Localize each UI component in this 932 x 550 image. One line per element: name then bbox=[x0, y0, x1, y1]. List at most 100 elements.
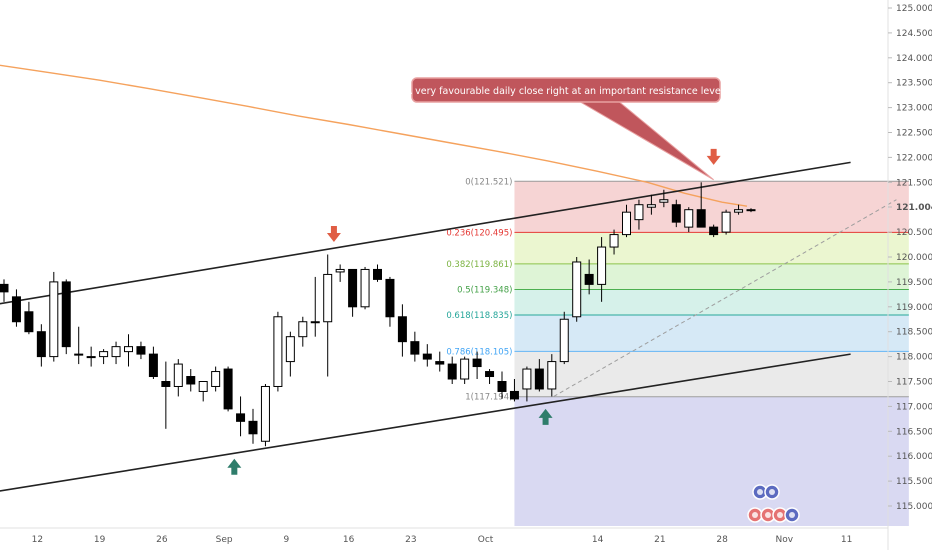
x-tick-label: 21 bbox=[654, 535, 665, 545]
candle-body bbox=[260, 385, 270, 442]
candle-body bbox=[447, 363, 457, 380]
y-tick-label: 120.000 bbox=[896, 253, 932, 263]
candle-body bbox=[559, 318, 569, 363]
candle-body bbox=[522, 368, 532, 390]
candle-body bbox=[74, 353, 84, 356]
candle-body bbox=[136, 346, 146, 355]
economic-event-icon[interactable] bbox=[764, 484, 780, 500]
x-tick-label: 19 bbox=[94, 535, 106, 545]
candle-body bbox=[335, 268, 345, 273]
badge-dot bbox=[757, 489, 763, 495]
annotation-callout: A very favourable daily close right at a… bbox=[406, 77, 727, 181]
y-tick-label: 120.500 bbox=[896, 228, 932, 238]
y-tick-label: 119.000 bbox=[896, 303, 932, 313]
fib-level-label: 0.786(118.105) bbox=[446, 347, 512, 357]
fibonacci-retracement: 0(121.521) 0.236(120.495) 0.382(119.861) 0.… bbox=[446, 177, 909, 526]
fib-zone bbox=[514, 181, 909, 233]
y-tick-label: 121.500 bbox=[896, 178, 932, 188]
callout-box bbox=[411, 77, 721, 103]
candle-body bbox=[609, 234, 619, 248]
x-tick-label: 14 bbox=[592, 535, 604, 545]
candle-body bbox=[684, 209, 694, 228]
y-tick-label: 125.000 bbox=[896, 4, 932, 14]
economic-event-icon[interactable] bbox=[772, 507, 788, 523]
y-tick-label: 119.500 bbox=[896, 278, 932, 288]
candle-body bbox=[298, 321, 308, 338]
y-tick-label: 123.000 bbox=[896, 104, 932, 114]
candle-body bbox=[273, 316, 283, 387]
candle-body bbox=[422, 353, 432, 360]
candle-body bbox=[709, 226, 719, 236]
economic-event-icon[interactable] bbox=[784, 507, 800, 523]
fib-level-label: 1(117.194) bbox=[465, 393, 512, 403]
x-tick-label: 11 bbox=[841, 535, 852, 545]
candle-body bbox=[0, 283, 9, 293]
candle-body bbox=[348, 268, 358, 308]
y-tick-label: 124.500 bbox=[896, 29, 932, 39]
x-tick-label: Sep bbox=[216, 535, 233, 545]
candle-body bbox=[485, 371, 495, 378]
x-tick-label: 12 bbox=[32, 535, 43, 545]
y-axis: 125.000 124.500 124.000 123.500 123.000 122.5… bbox=[887, 0, 932, 550]
candle-body bbox=[696, 209, 706, 228]
candle-body bbox=[397, 316, 407, 343]
current-price-label: 121.004 bbox=[896, 203, 932, 213]
badge-dot bbox=[769, 489, 775, 495]
x-tick-label: 16 bbox=[343, 535, 355, 545]
candle-body bbox=[622, 211, 631, 236]
y-tick-label: 122.500 bbox=[896, 129, 932, 139]
badge-dot bbox=[789, 512, 795, 518]
candle-body bbox=[547, 361, 557, 390]
y-tick-label: 116.500 bbox=[896, 427, 932, 437]
arrow-up-icon bbox=[538, 408, 553, 425]
badge-dot bbox=[765, 512, 771, 518]
candle-body bbox=[248, 420, 258, 435]
event-badges[interactable] bbox=[747, 484, 800, 523]
y-tick-label: 115.000 bbox=[896, 502, 932, 512]
moving-average-line bbox=[0, 64, 748, 207]
candle-body bbox=[634, 204, 644, 221]
fib-zone bbox=[514, 351, 909, 397]
candle-body bbox=[49, 281, 59, 358]
y-tick-label: 117.000 bbox=[896, 402, 932, 412]
candle-body bbox=[435, 361, 445, 365]
candle-body bbox=[472, 358, 482, 368]
arrow-up-icon bbox=[227, 458, 242, 475]
candle-body bbox=[721, 211, 731, 233]
candle-body bbox=[310, 321, 320, 324]
price-channel bbox=[0, 161, 851, 492]
fib-zone bbox=[514, 315, 909, 352]
candle-body bbox=[584, 273, 594, 285]
candle-body bbox=[223, 368, 233, 410]
x-tick-label: 28 bbox=[716, 535, 728, 545]
candle-body bbox=[597, 246, 607, 285]
candle-body bbox=[410, 341, 420, 355]
candle-body bbox=[36, 331, 46, 358]
fib-level-label: 0.382(119.861) bbox=[446, 260, 512, 270]
badge-dot bbox=[752, 512, 758, 518]
candle-body bbox=[99, 351, 109, 358]
candle-body bbox=[236, 413, 246, 422]
economic-event-icon[interactable] bbox=[747, 507, 763, 523]
candle-body bbox=[497, 381, 507, 392]
signal-arrows bbox=[227, 148, 721, 475]
x-tick-label: Nov bbox=[776, 535, 794, 545]
candle-body bbox=[161, 381, 171, 387]
y-tick-label: 118.500 bbox=[896, 328, 932, 338]
candle-body bbox=[373, 268, 382, 280]
callout-text: A very favourable daily close right at a… bbox=[406, 86, 727, 97]
candlesticks bbox=[0, 182, 756, 447]
y-tick-label: 122.000 bbox=[896, 153, 932, 163]
x-tick-label: 23 bbox=[405, 535, 416, 545]
candle-body bbox=[671, 204, 681, 223]
fib-level-label: 0.5(119.348) bbox=[457, 285, 512, 295]
candle-body bbox=[572, 261, 582, 318]
candle-body bbox=[734, 209, 744, 213]
candle-body bbox=[360, 268, 370, 308]
candle-body bbox=[323, 273, 333, 323]
candle-body bbox=[385, 278, 395, 318]
fib-trend-diagonal bbox=[553, 199, 897, 397]
x-tick-label: 9 bbox=[283, 535, 289, 545]
candle-body bbox=[509, 390, 519, 400]
